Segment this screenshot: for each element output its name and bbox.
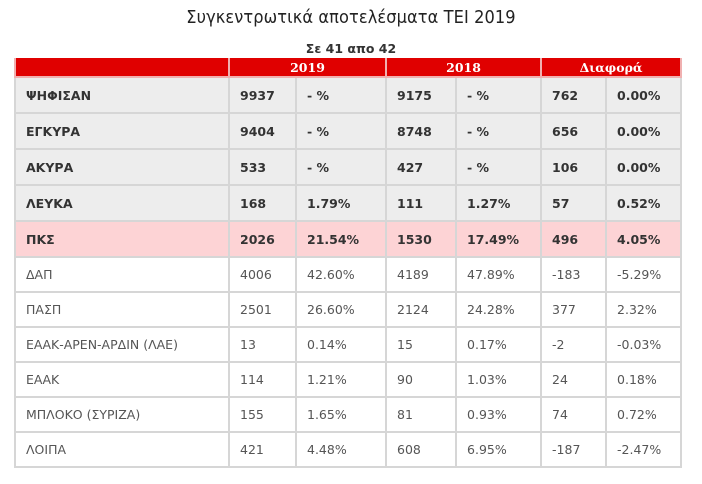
row-label: ΨΗΦΙΣΑΝ [14,76,230,114]
table-row: ΔΑΠ 4006 42.60% 4189 47.89% -183 -5.29% [14,256,683,293]
pct-2019: 21.54% [294,220,388,258]
votes-2019: 2501 [228,291,297,328]
votes-2019: 9404 [228,112,297,150]
row-label: ΕΑΑΚ [14,361,230,398]
votes-2018: 81 [385,396,458,433]
votes-2019: 114 [228,361,297,398]
header-label [14,58,230,78]
votes-2019: 533 [228,148,297,186]
votes-diff: -187 [540,431,608,468]
pct-2019: 42.60% [294,256,388,293]
row-label: ΠΚΣ [14,220,230,258]
pct-2019: 1.21% [294,361,388,398]
votes-2018: 90 [385,361,458,398]
votes-2019: 13 [228,326,297,363]
pct-diff: -2.47% [605,431,683,468]
votes-diff: 24 [540,361,608,398]
pct-2018: 1.03% [455,361,543,398]
pct-2018: - % [455,112,543,150]
pct-diff: -5.29% [605,256,683,293]
results-table: 2019 2018 Διαφορά ΨΗΦΙΣΑΝ 9937 - % 9175 … [14,58,683,468]
page-title: Συγκεντρωτικά αποτελέσματα ΤΕΙ 2019 [186,7,516,28]
table-row: ΕΑΑΚ-ΑΡΕΝ-ΑΡΔΙΝ (ΛΑΕ) 13 0.14% 15 0.17% … [14,326,683,363]
pct-2018: 47.89% [455,256,543,293]
pct-diff: 2.32% [605,291,683,328]
votes-2018: 4189 [385,256,458,293]
row-label: ΔΑΠ [14,256,230,293]
pct-diff: 0.72% [605,396,683,433]
pct-diff: 0.00% [605,148,683,186]
row-label: ΛΕΥΚΑ [14,184,230,222]
row-label: ΕΓΚΥΡΑ [14,112,230,150]
table-row: ΠΑΣΠ 2501 26.60% 2124 24.28% 377 2.32% [14,291,683,328]
pct-2018: 6.95% [455,431,543,468]
table-row: ΕΑΑΚ 114 1.21% 90 1.03% 24 0.18% [14,361,683,398]
votes-diff: 656 [540,112,608,150]
pct-2019: - % [294,148,388,186]
table-row: ΛΕΥΚΑ 168 1.79% 111 1.27% 57 0.52% [14,184,683,222]
pct-diff: 0.00% [605,112,683,150]
votes-diff: 57 [540,184,608,222]
table-row: ΨΗΦΙΣΑΝ 9937 - % 9175 - % 762 0.00% [14,76,683,114]
pct-diff: 0.00% [605,76,683,114]
row-label: ΜΠΛΟΚΟ (ΣΥΡΙΖΑ) [14,396,230,433]
header-2019: 2019 [227,58,388,78]
votes-2018: 8748 [385,112,458,150]
votes-2019: 421 [228,431,297,468]
table-row: ΛΟΙΠΑ 421 4.48% 608 6.95% -187 -2.47% [14,431,683,468]
votes-2019: 4006 [228,256,297,293]
pct-2018: 0.17% [455,326,543,363]
table-row-highlight: ΠΚΣ 2026 21.54% 1530 17.49% 496 4.05% [14,220,683,258]
votes-2019: 155 [228,396,297,433]
pct-2018: - % [455,76,543,114]
votes-2019: 9937 [228,76,297,114]
votes-diff: 496 [540,220,608,258]
votes-2019: 2026 [228,220,297,258]
header-row: 2019 2018 Διαφορά [14,58,683,78]
pct-2019: - % [294,112,388,150]
pct-diff: 0.18% [605,361,683,398]
pct-diff: -0.03% [605,326,683,363]
pct-2018: - % [455,148,543,186]
pct-2019: 1.65% [294,396,388,433]
votes-diff: 74 [540,396,608,433]
table-row: ΜΠΛΟΚΟ (ΣΥΡΙΖΑ) 155 1.65% 81 0.93% 74 0.… [14,396,683,433]
votes-2018: 608 [385,431,458,468]
pct-2018: 17.49% [455,220,543,258]
pct-2019: 0.14% [294,326,388,363]
table-row: ΕΓΚΥΡΑ 9404 - % 8748 - % 656 0.00% [14,112,683,150]
pct-2019: 1.79% [294,184,388,222]
votes-2018: 15 [385,326,458,363]
pct-diff: 0.52% [605,184,683,222]
page-subtitle: Σε 41 απο 42 [305,41,397,56]
pct-2019: 4.48% [294,431,388,468]
votes-2018: 111 [385,184,458,222]
pct-2018: 1.27% [455,184,543,222]
pct-2018: 0.93% [455,396,543,433]
votes-2018: 1530 [385,220,458,258]
votes-2018: 427 [385,148,458,186]
pct-2018: 24.28% [455,291,543,328]
row-label: ΠΑΣΠ [14,291,230,328]
votes-diff: -183 [540,256,608,293]
row-label: ΕΑΑΚ-ΑΡΕΝ-ΑΡΔΙΝ (ΛΑΕ) [14,326,230,363]
row-label: ΑΚΥΡΑ [14,148,230,186]
votes-diff: 377 [540,291,608,328]
votes-diff: -2 [540,326,608,363]
pct-2019: 26.60% [294,291,388,328]
votes-2018: 9175 [385,76,458,114]
row-label: ΛΟΙΠΑ [14,431,230,468]
votes-2019: 168 [228,184,297,222]
votes-2018: 2124 [385,291,458,328]
header-2018: 2018 [385,58,543,78]
pct-2019: - % [294,76,388,114]
table-row: ΑΚΥΡΑ 533 - % 427 - % 106 0.00% [14,148,683,186]
votes-diff: 106 [540,148,608,186]
pct-diff: 4.05% [605,220,683,258]
header-difference: Διαφορά [540,58,683,78]
votes-diff: 762 [540,76,608,114]
